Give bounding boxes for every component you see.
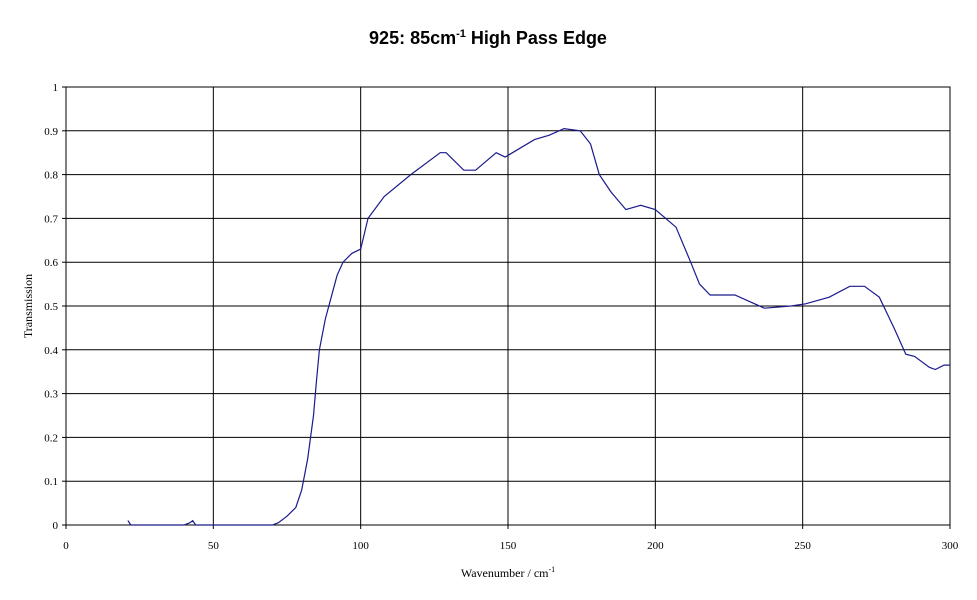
y-tick-label: 0.2 [44,432,58,444]
y-tick-label: 0.8 [44,170,58,182]
y-tick-label: 0 [53,520,59,532]
y-tick-label: 0.1 [44,476,58,488]
y-tick-label: 0.7 [44,213,58,225]
x-axis-label: Wavenumber / cm-1 [461,565,555,580]
x-tick-label: 0 [63,540,69,552]
title-superscript: -1 [456,28,466,40]
x-tick-label: 150 [500,540,517,552]
title-rest: High Pass Edge [466,28,607,48]
x-tick-label: 250 [794,540,811,552]
y-tick-label: 0.4 [44,345,58,357]
x-tick-label: 200 [647,540,664,552]
x-tick-label: 100 [352,540,369,552]
y-axis-label: Transmission [21,274,35,338]
chart-title: 925: 85cm-1 High Pass Edge [369,28,607,48]
y-tick-label: 0.5 [44,301,58,313]
x-label-superscript: -1 [549,565,556,574]
y-tick-label: 0.9 [44,126,58,138]
data-line [127,127,950,526]
y-tick-label: 0.6 [44,257,58,269]
y-tick-label: 0.3 [44,389,58,401]
plot-frame [65,86,951,526]
title-main: 925: 85cm [369,28,456,48]
x-label-main: Wavenumber / cm [461,566,549,580]
x-tick-label: 50 [208,540,220,552]
x-tick-label: 300 [942,540,959,552]
y-tick-label: 1 [53,82,59,94]
